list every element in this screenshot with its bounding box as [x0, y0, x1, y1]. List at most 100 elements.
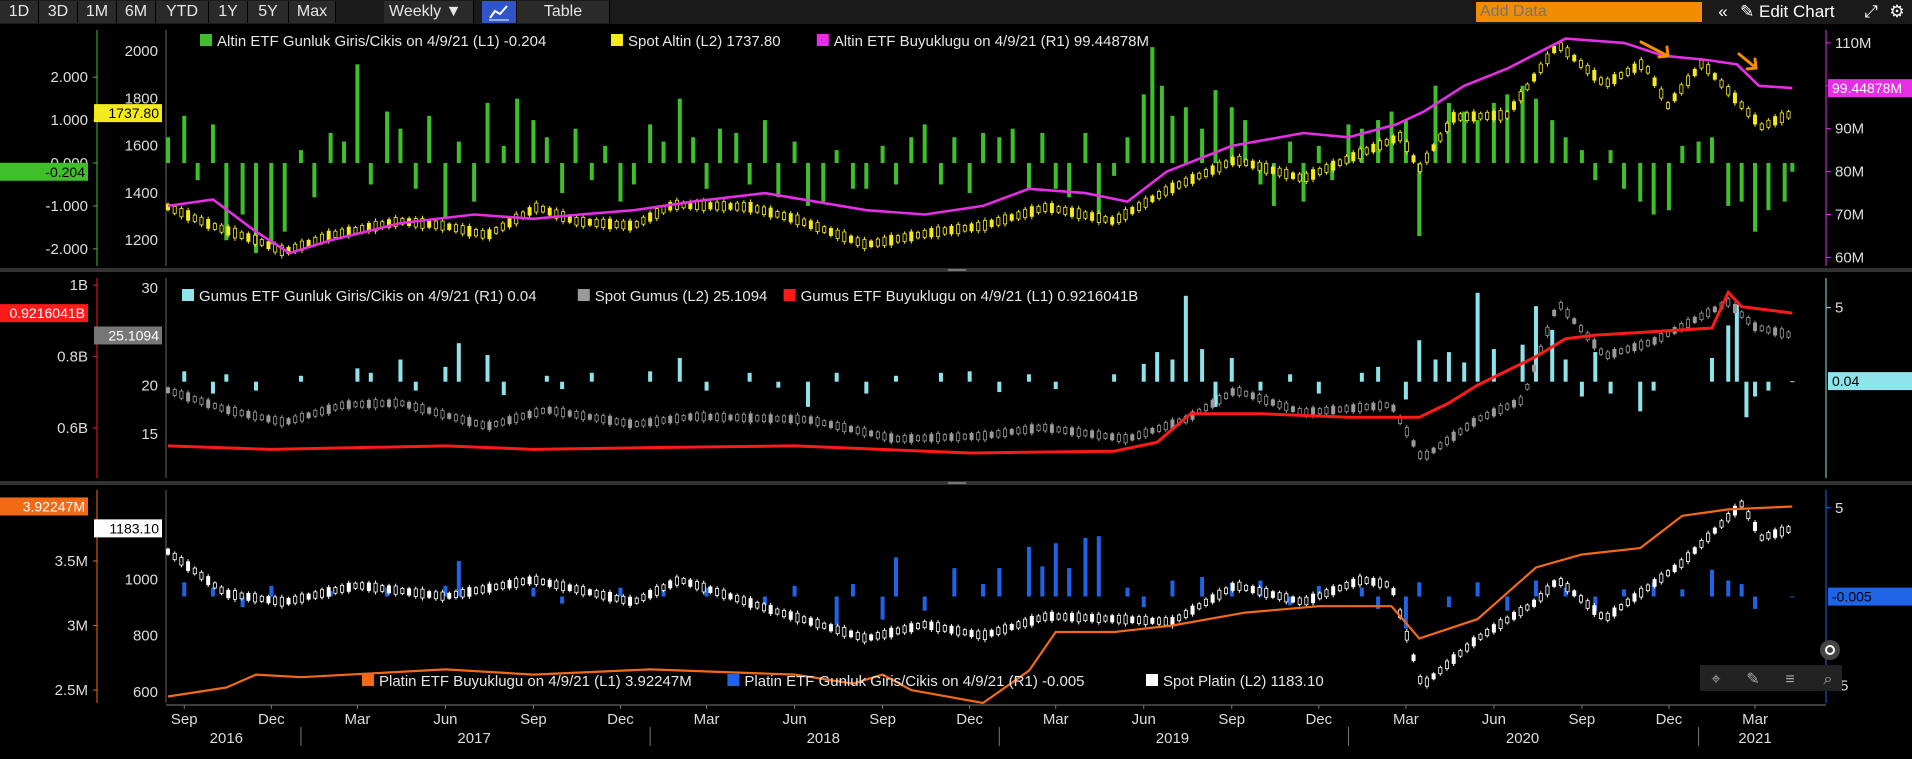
edit-chart-button[interactable]: ✎ Edit Chart — [1740, 1, 1858, 23]
table-view-button[interactable]: Table — [517, 1, 610, 23]
flow-bar — [1621, 589, 1626, 597]
spot-candle — [299, 413, 304, 422]
flow-bar — [1446, 102, 1451, 164]
spot-candle — [996, 217, 1001, 226]
gear-icon[interactable]: ⚙ — [1889, 2, 1905, 21]
spot-candle — [842, 627, 847, 637]
spot-candle — [735, 595, 740, 603]
spot-candle — [929, 228, 934, 238]
spot-candle — [1565, 309, 1570, 318]
spot-candle — [882, 630, 887, 639]
flow-bar — [691, 137, 696, 164]
legend-entry: Gumus ETF Gunluk Giris/Cikis on 4/9/21 (… — [199, 288, 537, 305]
flow-bar — [269, 163, 274, 245]
flow-bar — [1475, 582, 1480, 597]
period-1m-button[interactable]: 1M — [78, 1, 117, 23]
flow-bar — [850, 584, 855, 597]
flow-bar — [1288, 141, 1293, 164]
spot-candle — [500, 418, 505, 426]
flow-bar — [1744, 381, 1749, 418]
x-axis-month-label: Sep — [1218, 711, 1245, 728]
spot-candle — [1244, 584, 1249, 591]
spot-candle — [286, 597, 291, 605]
right-axis-tick-label: 90M — [1835, 121, 1864, 138]
spot-candle — [1438, 442, 1443, 450]
spot-candle — [822, 420, 827, 426]
flow-bar — [1330, 163, 1335, 181]
period-3d-button[interactable]: 3D — [39, 1, 78, 23]
spot-candle — [936, 226, 941, 238]
spot-candle — [1458, 428, 1463, 435]
spot-candle — [594, 218, 599, 227]
spot-candle — [681, 577, 686, 584]
flow-bar — [298, 375, 303, 382]
period-6m-button[interactable]: 6M — [117, 1, 156, 23]
spot-candle — [1311, 593, 1316, 604]
spot-candle — [1645, 584, 1650, 592]
flow-bar — [560, 381, 565, 390]
spot-candle — [266, 596, 271, 604]
flow-bar — [821, 163, 826, 202]
right-value-badge: 99.44878M — [1828, 79, 1912, 98]
flow-bar — [560, 596, 565, 604]
flow-bar — [1491, 349, 1496, 382]
x-axis-month-label: Dec — [1656, 711, 1683, 728]
period-ytd-button[interactable]: YTD — [156, 1, 209, 23]
collapse-double-chevron-icon[interactable]: « — [1718, 2, 1728, 21]
period-5y-button[interactable]: 5Y — [248, 1, 289, 23]
zoom-icon: ⌕ — [1824, 671, 1833, 688]
add-data-input[interactable] — [1476, 2, 1702, 22]
spot-candle — [761, 206, 766, 216]
spot-candle — [1257, 587, 1262, 596]
flow-bar — [1229, 358, 1234, 382]
spot-candle — [1351, 578, 1356, 588]
legend-swatch — [727, 674, 740, 686]
outer-value-badge-text: 3.92247M — [23, 498, 85, 514]
spot-candle — [909, 231, 914, 242]
frequency-dropdown[interactable]: Weekly ▼ — [384, 1, 474, 23]
period-max-button[interactable]: Max — [289, 1, 336, 23]
flow-bar — [704, 381, 709, 391]
spot-candle — [1445, 437, 1450, 445]
spot-candle — [1639, 59, 1644, 70]
spot-candle — [1270, 166, 1275, 174]
spot-candle — [1130, 434, 1135, 441]
x-axis-month-label: Dec — [258, 711, 285, 728]
spot-candle — [581, 411, 586, 421]
inner-value-badge-text: 25.1094 — [108, 327, 159, 343]
spot-candle — [1297, 173, 1302, 182]
flow-bar — [385, 111, 390, 164]
inner-axis-tick-label: 1200 — [125, 232, 158, 249]
spot-candle — [373, 220, 378, 232]
flow-bar — [1243, 120, 1248, 164]
flow-bar — [1040, 566, 1045, 597]
spot-candle — [1552, 309, 1557, 317]
spot-candle — [1458, 113, 1463, 121]
flow-bar — [1316, 381, 1321, 394]
period-1d-button[interactable]: 1D — [0, 1, 39, 23]
spot-candle — [889, 433, 894, 443]
expand-icon[interactable]: ⤢ — [1864, 2, 1878, 21]
flow-bar — [1533, 580, 1538, 597]
spot-candle — [1016, 427, 1021, 435]
inner-axis-tick-label: 1000 — [125, 572, 158, 589]
flow-bar — [1010, 128, 1015, 164]
spot-candle — [320, 407, 325, 416]
period-1y-button[interactable]: 1Y — [209, 1, 248, 23]
flow-bar — [1782, 163, 1787, 202]
spot-candle — [1224, 587, 1229, 595]
spot-candle — [313, 591, 318, 599]
panel-resize-handle — [948, 482, 966, 484]
line-chart-toggle-button[interactable] — [482, 1, 517, 23]
spot-candle — [1224, 392, 1229, 399]
flow-bar — [909, 137, 914, 164]
spot-candle — [1331, 405, 1336, 415]
spot-candle — [400, 218, 405, 225]
spot-candle — [835, 422, 840, 430]
spot-candle — [1391, 588, 1396, 596]
spot-candle — [1177, 614, 1182, 622]
spot-candle — [246, 592, 251, 601]
spot-candle — [641, 419, 646, 427]
spot-candle — [192, 567, 197, 575]
spot-candle — [1264, 588, 1269, 598]
